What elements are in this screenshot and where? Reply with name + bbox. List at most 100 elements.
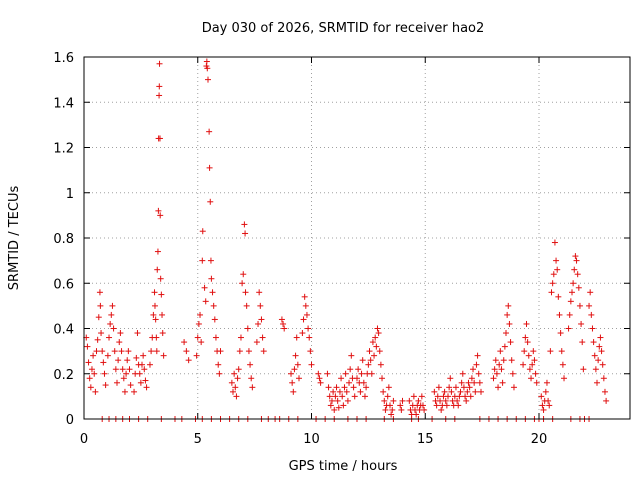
data-point — [565, 325, 572, 332]
data-point — [104, 352, 111, 359]
data-point — [259, 334, 266, 341]
data-point — [384, 393, 391, 400]
data-point — [554, 266, 561, 273]
data-point — [141, 366, 148, 373]
data-point — [156, 135, 163, 142]
data-point — [373, 343, 380, 350]
data-point — [470, 366, 477, 373]
data-point — [342, 370, 349, 377]
data-point — [566, 311, 573, 318]
data-point — [154, 248, 161, 255]
data-point — [84, 343, 91, 350]
data-point — [300, 316, 307, 323]
data-point — [92, 388, 99, 395]
data-point — [472, 388, 479, 395]
data-point — [255, 320, 262, 327]
data-point — [521, 348, 528, 355]
data-point — [410, 393, 417, 400]
data-point — [248, 375, 255, 382]
data-point — [154, 266, 161, 273]
data-point — [327, 402, 334, 409]
data-point — [280, 320, 287, 327]
data-point — [278, 316, 285, 323]
data-point — [592, 366, 599, 373]
data-point — [199, 257, 206, 264]
data-point — [159, 330, 166, 337]
data-point — [501, 343, 508, 350]
data-point — [477, 388, 484, 395]
data-point — [117, 330, 124, 337]
data-point — [257, 302, 264, 309]
data-point — [133, 354, 140, 361]
data-point — [245, 348, 252, 355]
data-point — [359, 357, 366, 364]
data-point — [185, 357, 192, 364]
data-point — [599, 361, 606, 368]
data-point — [123, 370, 130, 377]
data-point — [234, 375, 241, 382]
data-point — [85, 359, 92, 366]
data-point — [153, 334, 160, 341]
data-point — [121, 388, 128, 395]
y-tick-label: 1.6 — [53, 51, 74, 66]
data-point — [557, 330, 564, 337]
data-point — [151, 289, 158, 296]
x-tick-label: 15 — [417, 432, 434, 447]
data-point — [231, 370, 238, 377]
data-point — [195, 320, 202, 327]
data-point — [328, 397, 335, 404]
x-axis-label: GPS time / hours — [289, 459, 398, 474]
data-point — [388, 411, 395, 418]
data-point — [490, 375, 497, 382]
data-point — [372, 334, 379, 341]
data-point — [216, 370, 223, 377]
data-point — [308, 361, 315, 368]
data-point — [572, 253, 579, 260]
data-point — [112, 366, 119, 373]
data-point — [96, 289, 103, 296]
data-point — [241, 221, 248, 228]
data-point — [202, 298, 209, 305]
data-point — [437, 397, 444, 404]
data-point — [524, 339, 531, 346]
data-point — [529, 361, 536, 368]
data-point — [415, 397, 422, 404]
data-point — [217, 348, 224, 355]
data-point — [151, 302, 158, 309]
data-point — [233, 393, 240, 400]
data-point — [325, 384, 332, 391]
data-point — [499, 379, 506, 386]
data-point — [120, 375, 127, 382]
data-point — [292, 352, 299, 359]
data-point — [542, 388, 549, 395]
data-point — [212, 334, 219, 341]
data-point — [497, 348, 504, 355]
data-point — [381, 397, 388, 404]
data-point — [476, 379, 483, 386]
data-point — [492, 357, 499, 364]
data-point — [208, 275, 215, 282]
data-point — [508, 357, 515, 364]
data-point — [539, 402, 546, 409]
data-point — [457, 388, 464, 395]
data-point — [540, 406, 547, 413]
data-point — [157, 275, 164, 282]
data-point — [366, 348, 373, 355]
data-point — [468, 375, 475, 382]
data-point — [493, 370, 500, 377]
data-point — [601, 388, 608, 395]
data-point — [301, 293, 308, 300]
data-point — [576, 302, 583, 309]
data-point — [522, 334, 529, 341]
data-point — [155, 207, 162, 214]
data-point — [347, 366, 354, 373]
data-point — [573, 257, 580, 264]
data-point — [456, 393, 463, 400]
data-point — [139, 361, 146, 368]
data-point — [386, 402, 393, 409]
data-point — [433, 402, 440, 409]
data-point — [339, 393, 346, 400]
data-point — [597, 334, 604, 341]
data-point — [553, 257, 560, 264]
data-point — [545, 397, 552, 404]
